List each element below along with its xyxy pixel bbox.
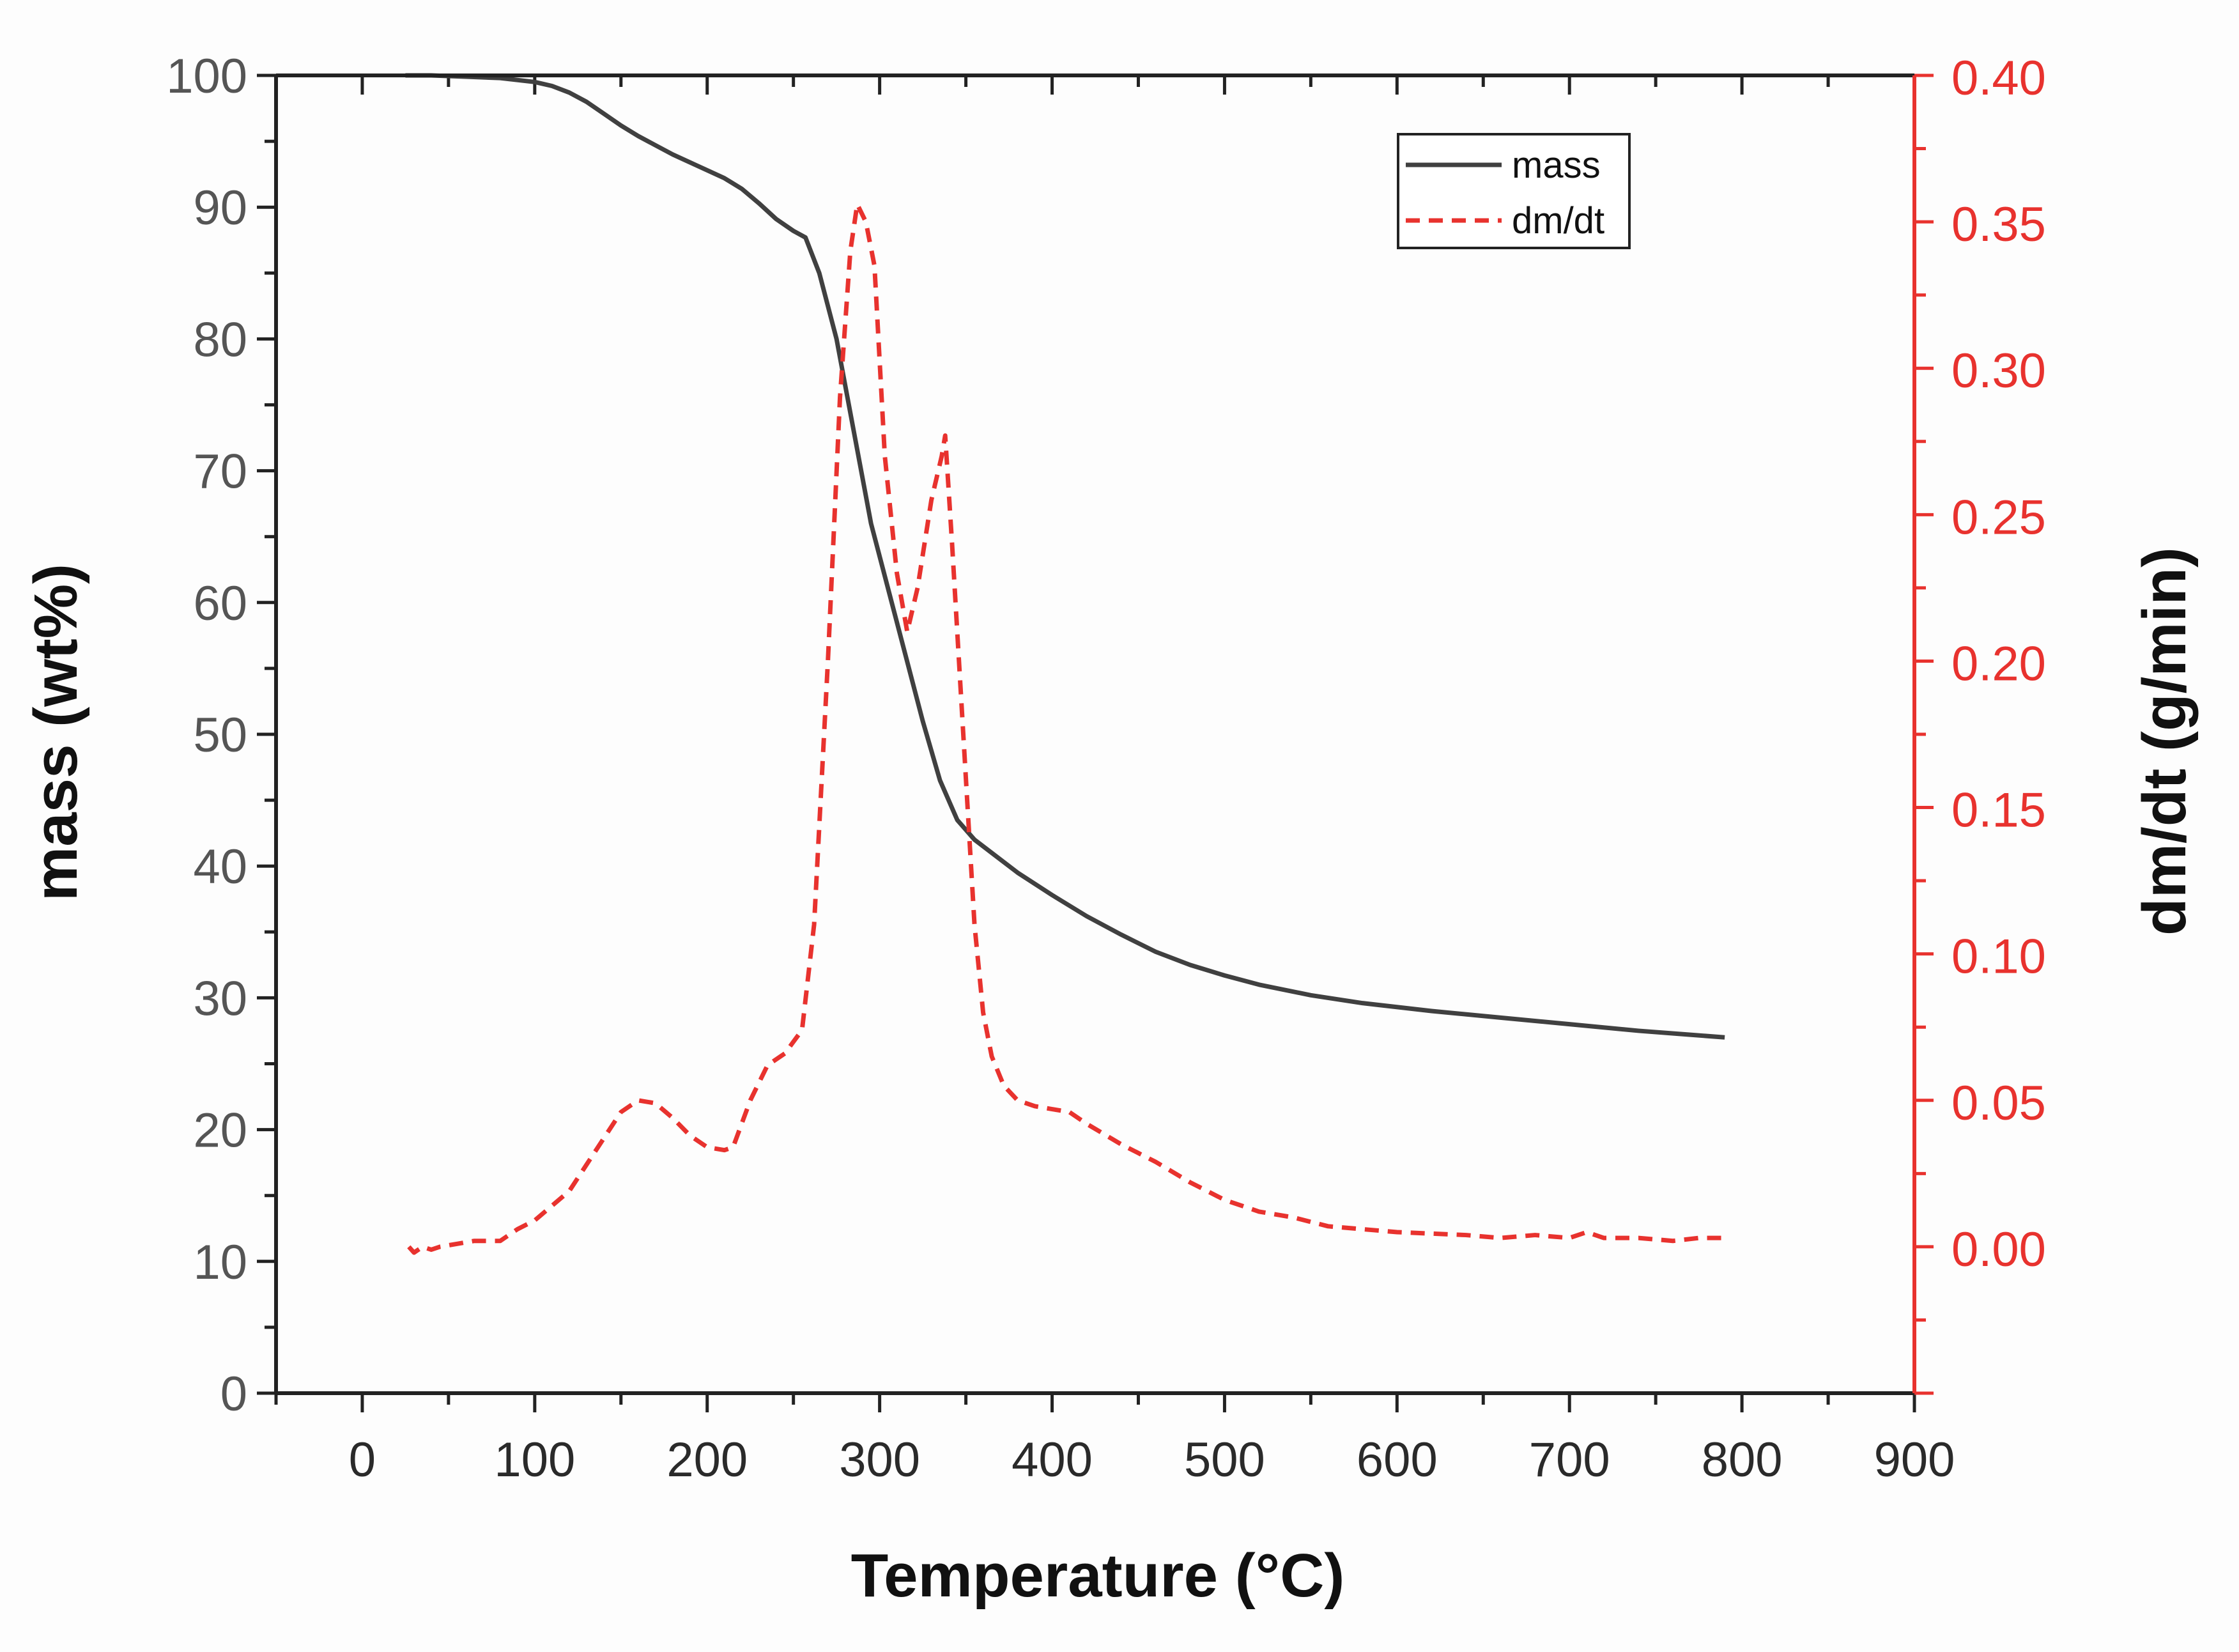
dmdt-series-line xyxy=(407,202,1725,1255)
y-left-tick-label: 10 xyxy=(193,1235,247,1290)
x-tick-label: 900 xyxy=(1874,1433,1955,1487)
y-right-tick-label: 0.05 xyxy=(1951,1076,2046,1131)
x-tick-label: 400 xyxy=(1012,1433,1093,1487)
x-tick-label: 200 xyxy=(666,1433,748,1487)
y-left-tick-label: 90 xyxy=(193,181,247,235)
y-left-tick-label: 70 xyxy=(193,445,247,499)
y-left-tick-label: 60 xyxy=(193,576,247,631)
y-left-tick-label: 100 xyxy=(166,49,247,104)
y-left-tick-label: 80 xyxy=(193,313,247,367)
y-right-tick-label: 0.35 xyxy=(1951,197,2046,252)
x-axis: 0 100 200 300 400 500 600 700 800 900 xyxy=(274,75,1955,1487)
x-tick-label: 700 xyxy=(1529,1433,1610,1487)
y-right-tick-label: 0.30 xyxy=(1951,344,2046,398)
right-y-axis-title: dm/dt (g/min) xyxy=(2130,547,2199,936)
y-left-tick-label: 40 xyxy=(193,840,247,894)
y-right-tick-label: 0.15 xyxy=(1951,784,2046,838)
left-y-axis: 0 10 20 30 40 50 60 70 80 90 100 xyxy=(166,49,276,1421)
x-tick-label: 500 xyxy=(1184,1433,1265,1487)
y-right-tick-label: 0.10 xyxy=(1951,930,2046,984)
x-tick-label: 800 xyxy=(1702,1433,1783,1487)
y-left-tick-label: 50 xyxy=(193,708,247,762)
right-y-axis: 0.00 0.05 0.10 0.15 0.20 0.25 0.30 0.35 0.40 xyxy=(1914,51,2046,1395)
y-left-tick-label: 20 xyxy=(193,1104,247,1158)
y-left-tick-label: 30 xyxy=(193,971,247,1026)
left-y-axis-title: mass (wt%) xyxy=(22,564,90,901)
y-right-tick-label: 0.25 xyxy=(1951,490,2046,544)
legend-mass-label: mass xyxy=(1512,144,1601,186)
y-left-tick-label: 0 xyxy=(220,1367,247,1421)
legend: mass dm/dt xyxy=(1397,133,1631,249)
legend-box xyxy=(1397,133,1631,249)
x-axis-title: Temperature (°C) xyxy=(851,1541,1345,1610)
x-tick-label: 100 xyxy=(494,1433,575,1487)
x-tick-label: 300 xyxy=(839,1433,920,1487)
y-right-tick-label: 0.40 xyxy=(1951,51,2046,105)
y-right-tick-label: 0.00 xyxy=(1951,1223,2046,1277)
legend-dmdt-label: dm/dt xyxy=(1512,200,1604,242)
x-tick-label: 600 xyxy=(1357,1433,1438,1487)
y-right-tick-label: 0.20 xyxy=(1951,637,2046,691)
plot-frame xyxy=(276,75,1914,1393)
x-tick-label: 0 xyxy=(349,1433,376,1487)
mass-series-line xyxy=(405,73,1725,1040)
